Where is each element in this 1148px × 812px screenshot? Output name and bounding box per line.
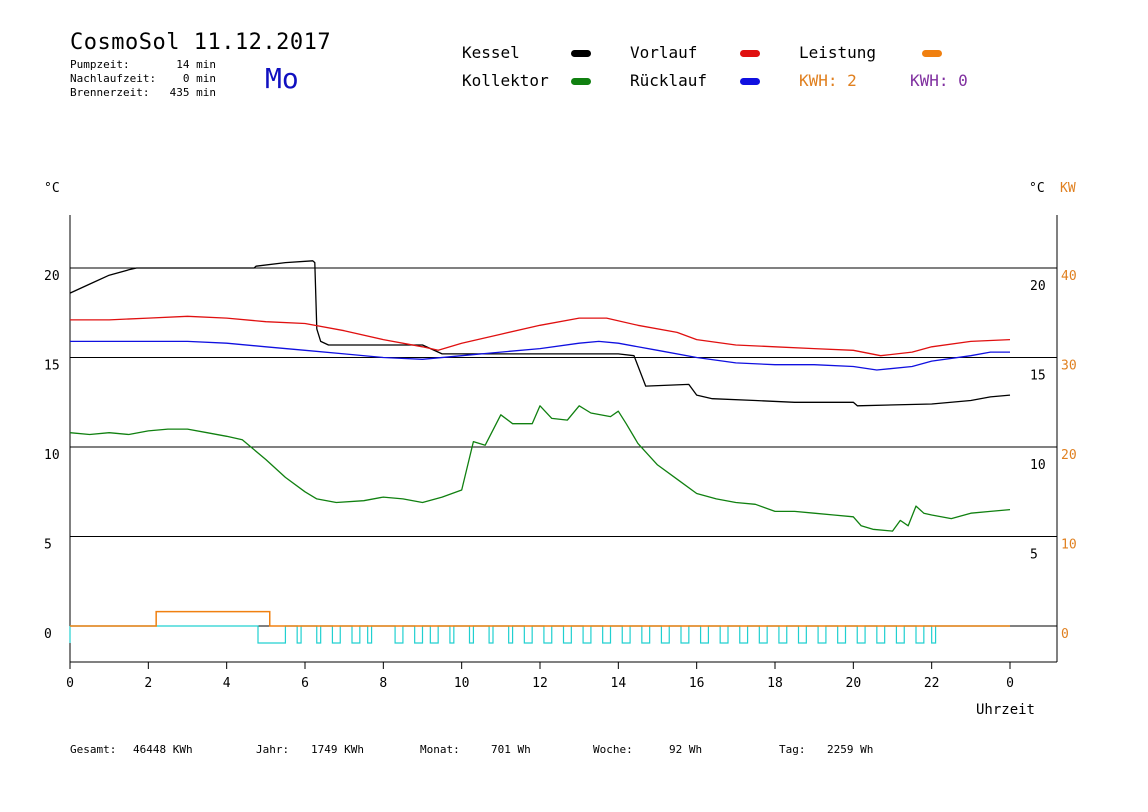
y-tick-right-kw: 20 xyxy=(1061,448,1077,463)
y-tick-right-kw: 40 xyxy=(1061,269,1077,284)
legend-leistung-swatch xyxy=(922,50,942,57)
stat-pumpzeit: Pumpzeit: 14 min xyxy=(70,58,216,71)
x-tick-label: 0 xyxy=(1006,676,1014,691)
chart-title: CosmoSol 11.12.2017 xyxy=(70,30,332,55)
x-tick-label: 0 xyxy=(66,676,74,691)
weekday-label: Mo xyxy=(265,62,299,95)
x-axis-label: Uhrzeit xyxy=(976,702,1035,718)
x-tick-label: 14 xyxy=(611,676,627,691)
stat-label: Nachlaufzeit: xyxy=(70,72,157,85)
right-unit-kw-label: KW xyxy=(1060,181,1076,196)
x-tick-label: 20 xyxy=(846,676,862,691)
stat-value: 14 min xyxy=(176,58,216,71)
stat-brennerzeit: Brennerzeit: 435 min xyxy=(70,86,216,99)
y-tick-right-kw: 30 xyxy=(1061,359,1077,374)
footer-woche-value: 92 Wh xyxy=(669,743,703,756)
x-tick-label: 12 xyxy=(532,676,548,691)
footer-monat-value: 701 Wh xyxy=(491,743,531,756)
legend-leistung-label: Leistung xyxy=(799,43,877,62)
x-tick-label: 8 xyxy=(379,676,387,691)
y-tick-left: 20 xyxy=(44,269,60,284)
pump-signal-line xyxy=(70,625,1010,644)
kwh-purple-label: KWH: 0 xyxy=(910,71,968,90)
stat-value: 435 min xyxy=(169,86,216,99)
legend-ruecklauf-label: Rücklauf xyxy=(630,71,708,90)
y-tick-left: 10 xyxy=(44,448,60,463)
y-tick-left: 5 xyxy=(44,538,52,553)
kwh-orange-label: KWH: 2 xyxy=(799,71,857,90)
x-tick-label: 22 xyxy=(924,676,940,691)
x-tick-label: 2 xyxy=(144,676,152,691)
y-tick-left: 0 xyxy=(44,627,52,642)
footer-monat-label: Monat: xyxy=(420,743,460,756)
x-tick-label: 16 xyxy=(689,676,705,691)
series-kollektor-line xyxy=(69,405,1011,532)
legend-ruecklauf-swatch xyxy=(740,78,760,85)
left-unit-label: °C xyxy=(44,181,60,196)
y-tick-left: 15 xyxy=(44,359,60,374)
footer-gesamt-value: 46448 KWh xyxy=(133,743,193,756)
right-unit-c-label: °C xyxy=(1029,181,1045,196)
legend-kollektor-label: Kollektor xyxy=(462,71,549,90)
y-tick-right-c: 10 xyxy=(1030,458,1046,473)
footer-gesamt-label: Gesamt: xyxy=(70,743,117,756)
x-tick-label: 18 xyxy=(767,676,783,691)
footer-woche-label: Woche: xyxy=(593,743,633,756)
series-ruecklauf-line xyxy=(70,340,1010,371)
series-kessel-line xyxy=(69,260,1011,407)
y-tick-right-c: 20 xyxy=(1030,279,1046,294)
y-tick-right-kw: 10 xyxy=(1061,538,1077,553)
stat-nachlaufzeit: Nachlaufzeit: 0 min xyxy=(70,72,216,85)
y-tick-right-kw: 0 xyxy=(1061,627,1069,642)
y-tick-right-c: 15 xyxy=(1030,369,1046,384)
footer-jahr-value: 1749 KWh xyxy=(311,743,364,756)
x-tick-label: 6 xyxy=(301,676,309,691)
stat-label: Brennerzeit: xyxy=(70,86,150,99)
series-leistung-line xyxy=(70,610,1010,627)
footer-tag-value: 2259 Wh xyxy=(827,743,874,756)
legend-kollektor-swatch xyxy=(571,78,591,85)
y-tick-right-c: 5 xyxy=(1030,548,1038,563)
legend-kessel-label: Kessel xyxy=(462,43,520,62)
legend-kessel-swatch xyxy=(571,50,591,57)
footer-tag-label: Tag: xyxy=(779,743,806,756)
x-tick-label: 10 xyxy=(454,676,470,691)
footer-jahr-label: Jahr: xyxy=(256,743,290,756)
series-vorlauf-line xyxy=(70,315,1011,357)
x-tick-label: 4 xyxy=(223,676,231,691)
stat-value: 0 min xyxy=(182,72,216,85)
stat-label: Pumpzeit: xyxy=(70,58,130,71)
legend-vorlauf-swatch xyxy=(740,50,760,57)
legend-vorlauf-label: Vorlauf xyxy=(630,43,698,62)
